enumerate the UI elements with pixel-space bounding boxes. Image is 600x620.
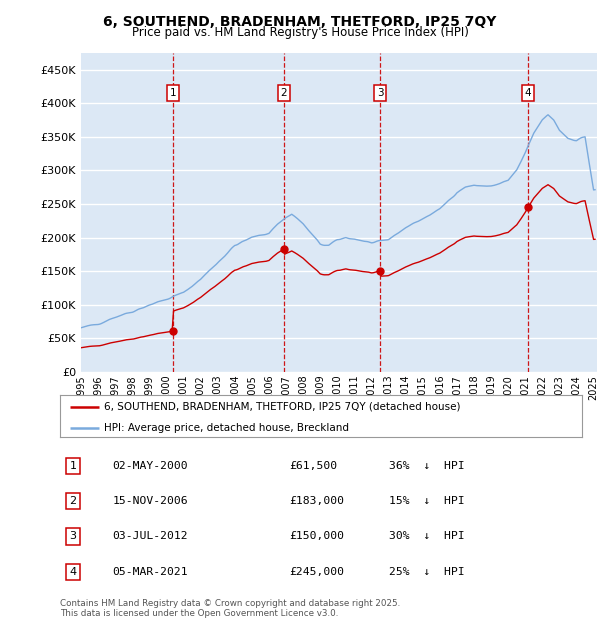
Text: 1: 1	[70, 461, 77, 471]
Text: 4: 4	[525, 88, 532, 98]
Text: 2: 2	[70, 496, 77, 506]
Text: 2: 2	[281, 88, 287, 98]
Text: 3: 3	[70, 531, 77, 541]
Text: 15%  ↓  HPI: 15% ↓ HPI	[389, 496, 464, 506]
Text: 15-NOV-2006: 15-NOV-2006	[112, 496, 188, 506]
Text: 4: 4	[70, 567, 77, 577]
Text: 02-MAY-2000: 02-MAY-2000	[112, 461, 188, 471]
Text: £61,500: £61,500	[290, 461, 338, 471]
Text: Price paid vs. HM Land Registry's House Price Index (HPI): Price paid vs. HM Land Registry's House …	[131, 26, 469, 39]
Text: 30%  ↓  HPI: 30% ↓ HPI	[389, 531, 464, 541]
Text: 25%  ↓  HPI: 25% ↓ HPI	[389, 567, 464, 577]
Text: £183,000: £183,000	[290, 496, 344, 506]
Text: 1: 1	[169, 88, 176, 98]
Text: HPI: Average price, detached house, Breckland: HPI: Average price, detached house, Brec…	[104, 423, 349, 433]
Text: 6, SOUTHEND, BRADENHAM, THETFORD, IP25 7QY (detached house): 6, SOUTHEND, BRADENHAM, THETFORD, IP25 7…	[104, 402, 461, 412]
Text: 36%  ↓  HPI: 36% ↓ HPI	[389, 461, 464, 471]
Text: Contains HM Land Registry data © Crown copyright and database right 2025.
This d: Contains HM Land Registry data © Crown c…	[60, 599, 400, 618]
Text: 3: 3	[377, 88, 383, 98]
Text: £245,000: £245,000	[290, 567, 344, 577]
Text: 03-JUL-2012: 03-JUL-2012	[112, 531, 188, 541]
Text: £150,000: £150,000	[290, 531, 344, 541]
Text: 6, SOUTHEND, BRADENHAM, THETFORD, IP25 7QY: 6, SOUTHEND, BRADENHAM, THETFORD, IP25 7…	[103, 16, 497, 30]
Text: 05-MAR-2021: 05-MAR-2021	[112, 567, 188, 577]
